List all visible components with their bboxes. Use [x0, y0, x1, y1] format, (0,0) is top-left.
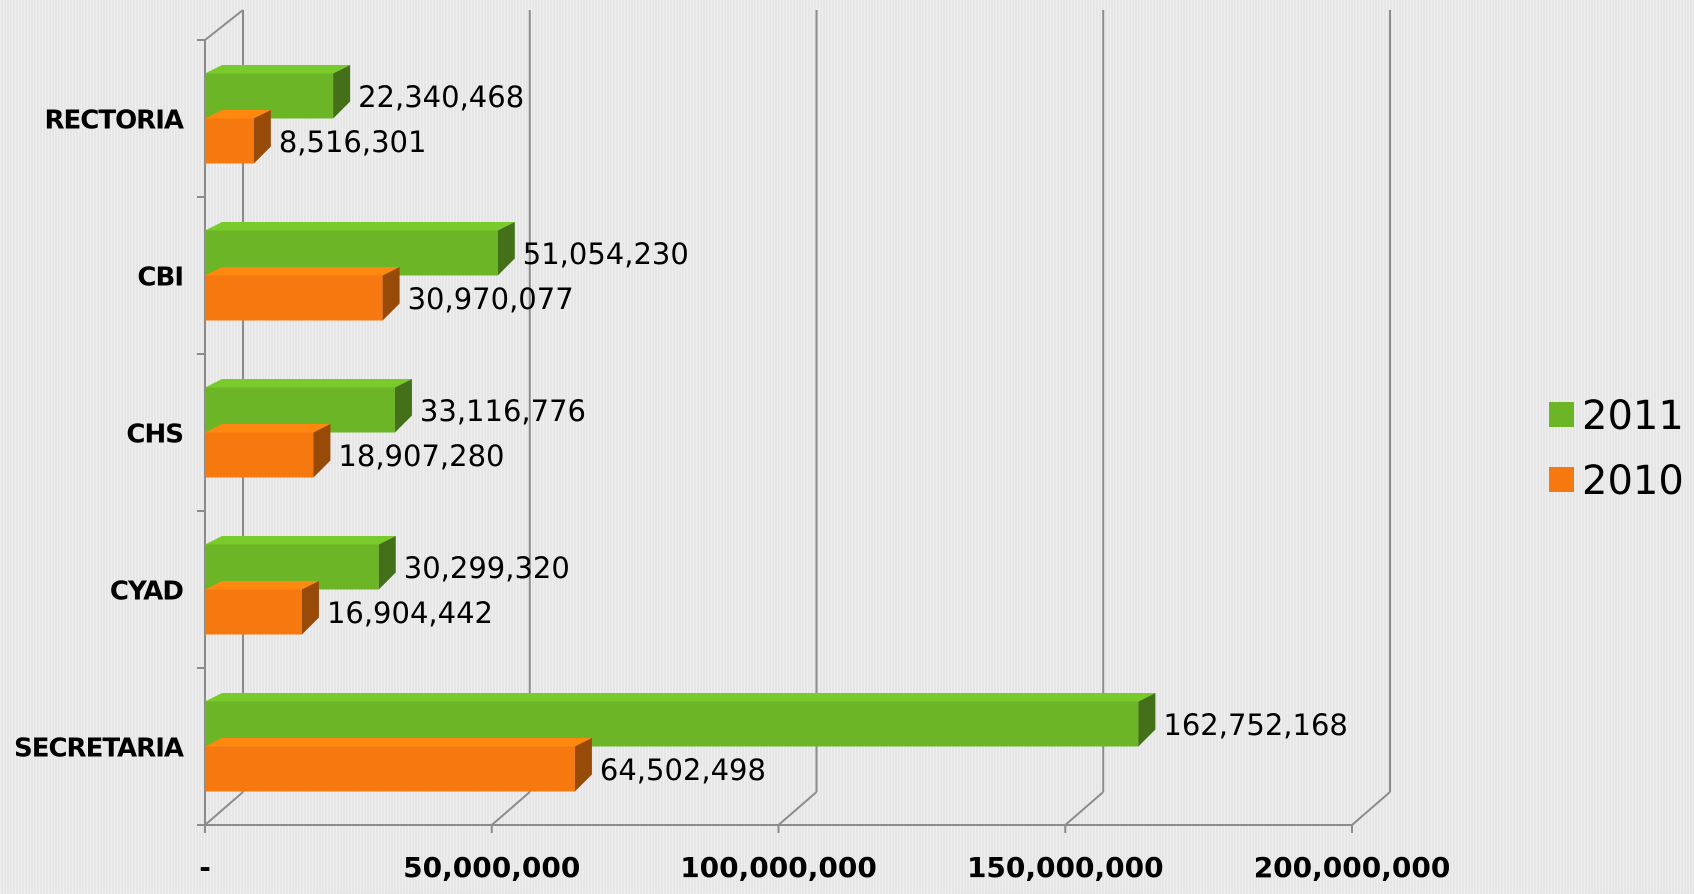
bar-2010-1	[205, 275, 383, 321]
bar-top-2010-2	[205, 424, 331, 433]
grid-layer	[204, 10, 1391, 826]
data-label-2010-2: 18,907,280	[338, 439, 504, 473]
bar-top-2011-3	[205, 536, 396, 545]
legend-label-2011: 2011	[1582, 393, 1684, 439]
legend-swatch-2011	[1549, 402, 1574, 427]
bar-end-2011-4	[1138, 693, 1156, 747]
data-label-2011-3: 30,299,320	[404, 551, 570, 585]
gridline-floor-4	[1351, 791, 1391, 826]
gridline-floor-3	[1064, 791, 1104, 826]
x-tick-label-3: 150,000,000	[967, 851, 1164, 884]
category-label-4: SECRETARIA	[14, 734, 184, 764]
data-label-2010-0: 8,516,301	[279, 125, 427, 159]
bar-2010-2	[205, 432, 314, 478]
bars-layer	[205, 65, 1156, 792]
bar-end-2011-1	[497, 222, 515, 276]
bar-end-2010-1	[382, 267, 400, 321]
data-label-2011-2: 33,116,776	[420, 394, 586, 428]
bar-top-2010-0	[205, 110, 271, 119]
legend-swatch-2010	[1549, 467, 1574, 492]
bar-end-2010-0	[253, 110, 271, 164]
category-label-0: RECTORIA	[44, 106, 183, 136]
bar-top-2011-4	[205, 693, 1156, 702]
bar-top-2010-1	[205, 267, 400, 276]
gridline-floor-1	[491, 791, 531, 826]
data-label-2011-1: 51,054,230	[523, 237, 689, 271]
data-label-2010-1: 30,970,077	[408, 282, 574, 316]
data-label-2010-3: 16,904,442	[327, 596, 493, 630]
bar-top-2011-0	[205, 65, 351, 74]
x-tick-label-1: 50,000,000	[403, 851, 580, 884]
category-label-2: CHS	[126, 420, 183, 450]
bar-top-2011-2	[205, 379, 412, 388]
data-label-2011-4: 162,752,168	[1163, 708, 1348, 742]
legend: 2011 2010	[1549, 393, 1684, 504]
x-tick-label-4: 200,000,000	[1254, 851, 1451, 884]
gridline-floor-0	[204, 791, 244, 826]
bar-end-2010-4	[574, 738, 592, 792]
bar-end-2010-2	[313, 424, 331, 478]
x-tick-label-0: -	[199, 851, 211, 884]
bar-end-2011-3	[378, 536, 396, 590]
bar-end-2010-3	[301, 581, 319, 635]
bar-top-2010-3	[205, 581, 319, 590]
bar-top-2010-4	[205, 738, 592, 747]
category-label-3: CYAD	[110, 577, 184, 607]
category-label-1: CBI	[137, 263, 183, 293]
labels-layer: - 50,000,000 100,000,000 150,000,000 200,000…	[14, 80, 1450, 884]
x-tick-label-2: 100,000,000	[680, 851, 877, 884]
y-axis-top-edge	[204, 9, 244, 41]
bar-2010-3	[205, 589, 302, 635]
bar-2010-0	[205, 118, 254, 164]
gridline-floor-2	[777, 791, 818, 826]
bar-top-2011-1	[205, 222, 515, 231]
data-label-2011-0: 22,340,468	[358, 80, 524, 114]
legend-label-2010: 2010	[1582, 458, 1684, 504]
bar-end-2011-2	[394, 379, 412, 433]
bar-2010-4	[205, 746, 575, 792]
bar-end-2011-0	[333, 65, 351, 119]
data-label-2010-4: 64,502,498	[600, 753, 766, 787]
